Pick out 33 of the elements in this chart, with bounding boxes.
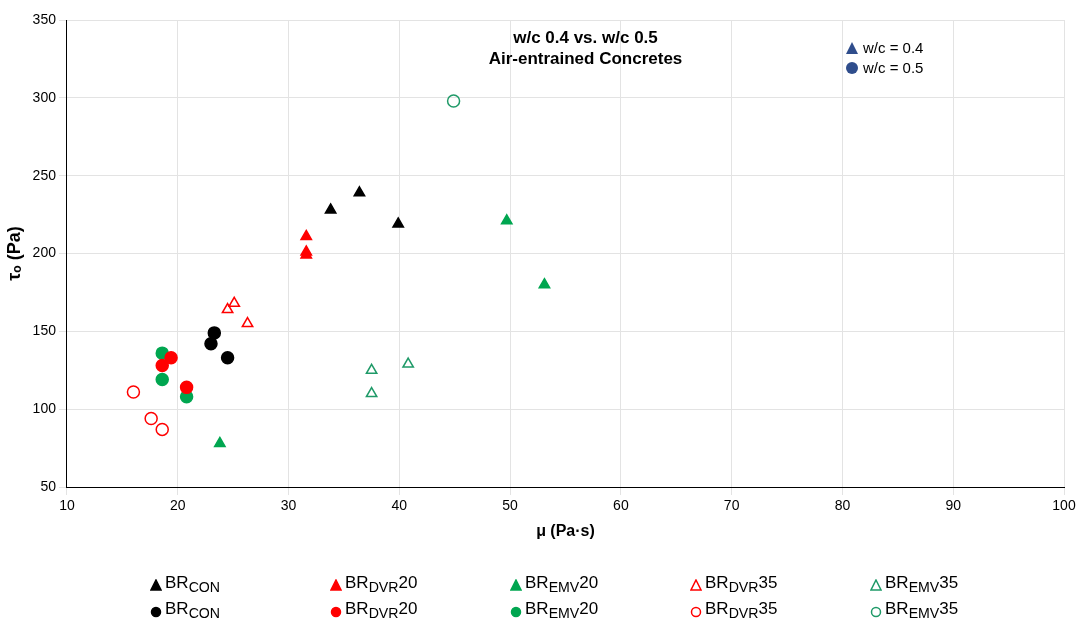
legend-label: BR$_{EMV}$20: [525, 572, 599, 598]
x-tick-label: 10: [59, 497, 75, 514]
y-tick-label: 350: [32, 10, 57, 27]
y-tick-label: 150: [32, 322, 57, 339]
text: Air-entrained Concretes: [488, 49, 683, 69]
legend-label: BR$_{EMV}$20: [525, 598, 599, 624]
x-tick-label: 60: [613, 497, 629, 514]
annotation: w/c = 0.5: [863, 58, 924, 78]
legend-label: BR$_{EMV}$35: [885, 572, 959, 598]
legend-label: BR$_{DVR}$35: [705, 598, 778, 624]
x-tick-label: 80: [834, 497, 851, 514]
legend-label: BR$_{CON}$: [165, 598, 221, 624]
text: w/c 0.4 vs. w/c 0.5: [512, 28, 658, 48]
legend-label: BR$_{EMV}$35: [885, 598, 959, 624]
legend-label: BR$_{DVR}$20: [345, 598, 418, 624]
x-axis-title: μ (Pa·s): [536, 521, 595, 539]
y-axis-title: τₒ (Pa): [3, 226, 24, 281]
legend-label: BR$_{DVR}$35: [705, 572, 778, 598]
legend-label: BR$_{DVR}$20: [345, 572, 418, 598]
y-tick-label: 300: [32, 88, 57, 105]
x-tick-label: 40: [391, 497, 408, 514]
annotation: w/c = 0.4: [863, 38, 924, 58]
x-tick-label: 90: [945, 497, 962, 514]
y-tick-label: 100: [32, 400, 57, 417]
x-tick-label: 50: [502, 497, 519, 514]
x-tick-label: 70: [723, 497, 740, 514]
y-tick-label: 200: [32, 244, 57, 261]
x-tick-label: 20: [169, 497, 186, 514]
y-tick-label: 50: [40, 477, 57, 494]
x-tick-label: 100: [1052, 497, 1076, 514]
legend-label: BR$_{CON}$: [165, 572, 221, 598]
y-tick-label: 250: [32, 166, 57, 183]
x-tick-label: 30: [280, 497, 297, 514]
